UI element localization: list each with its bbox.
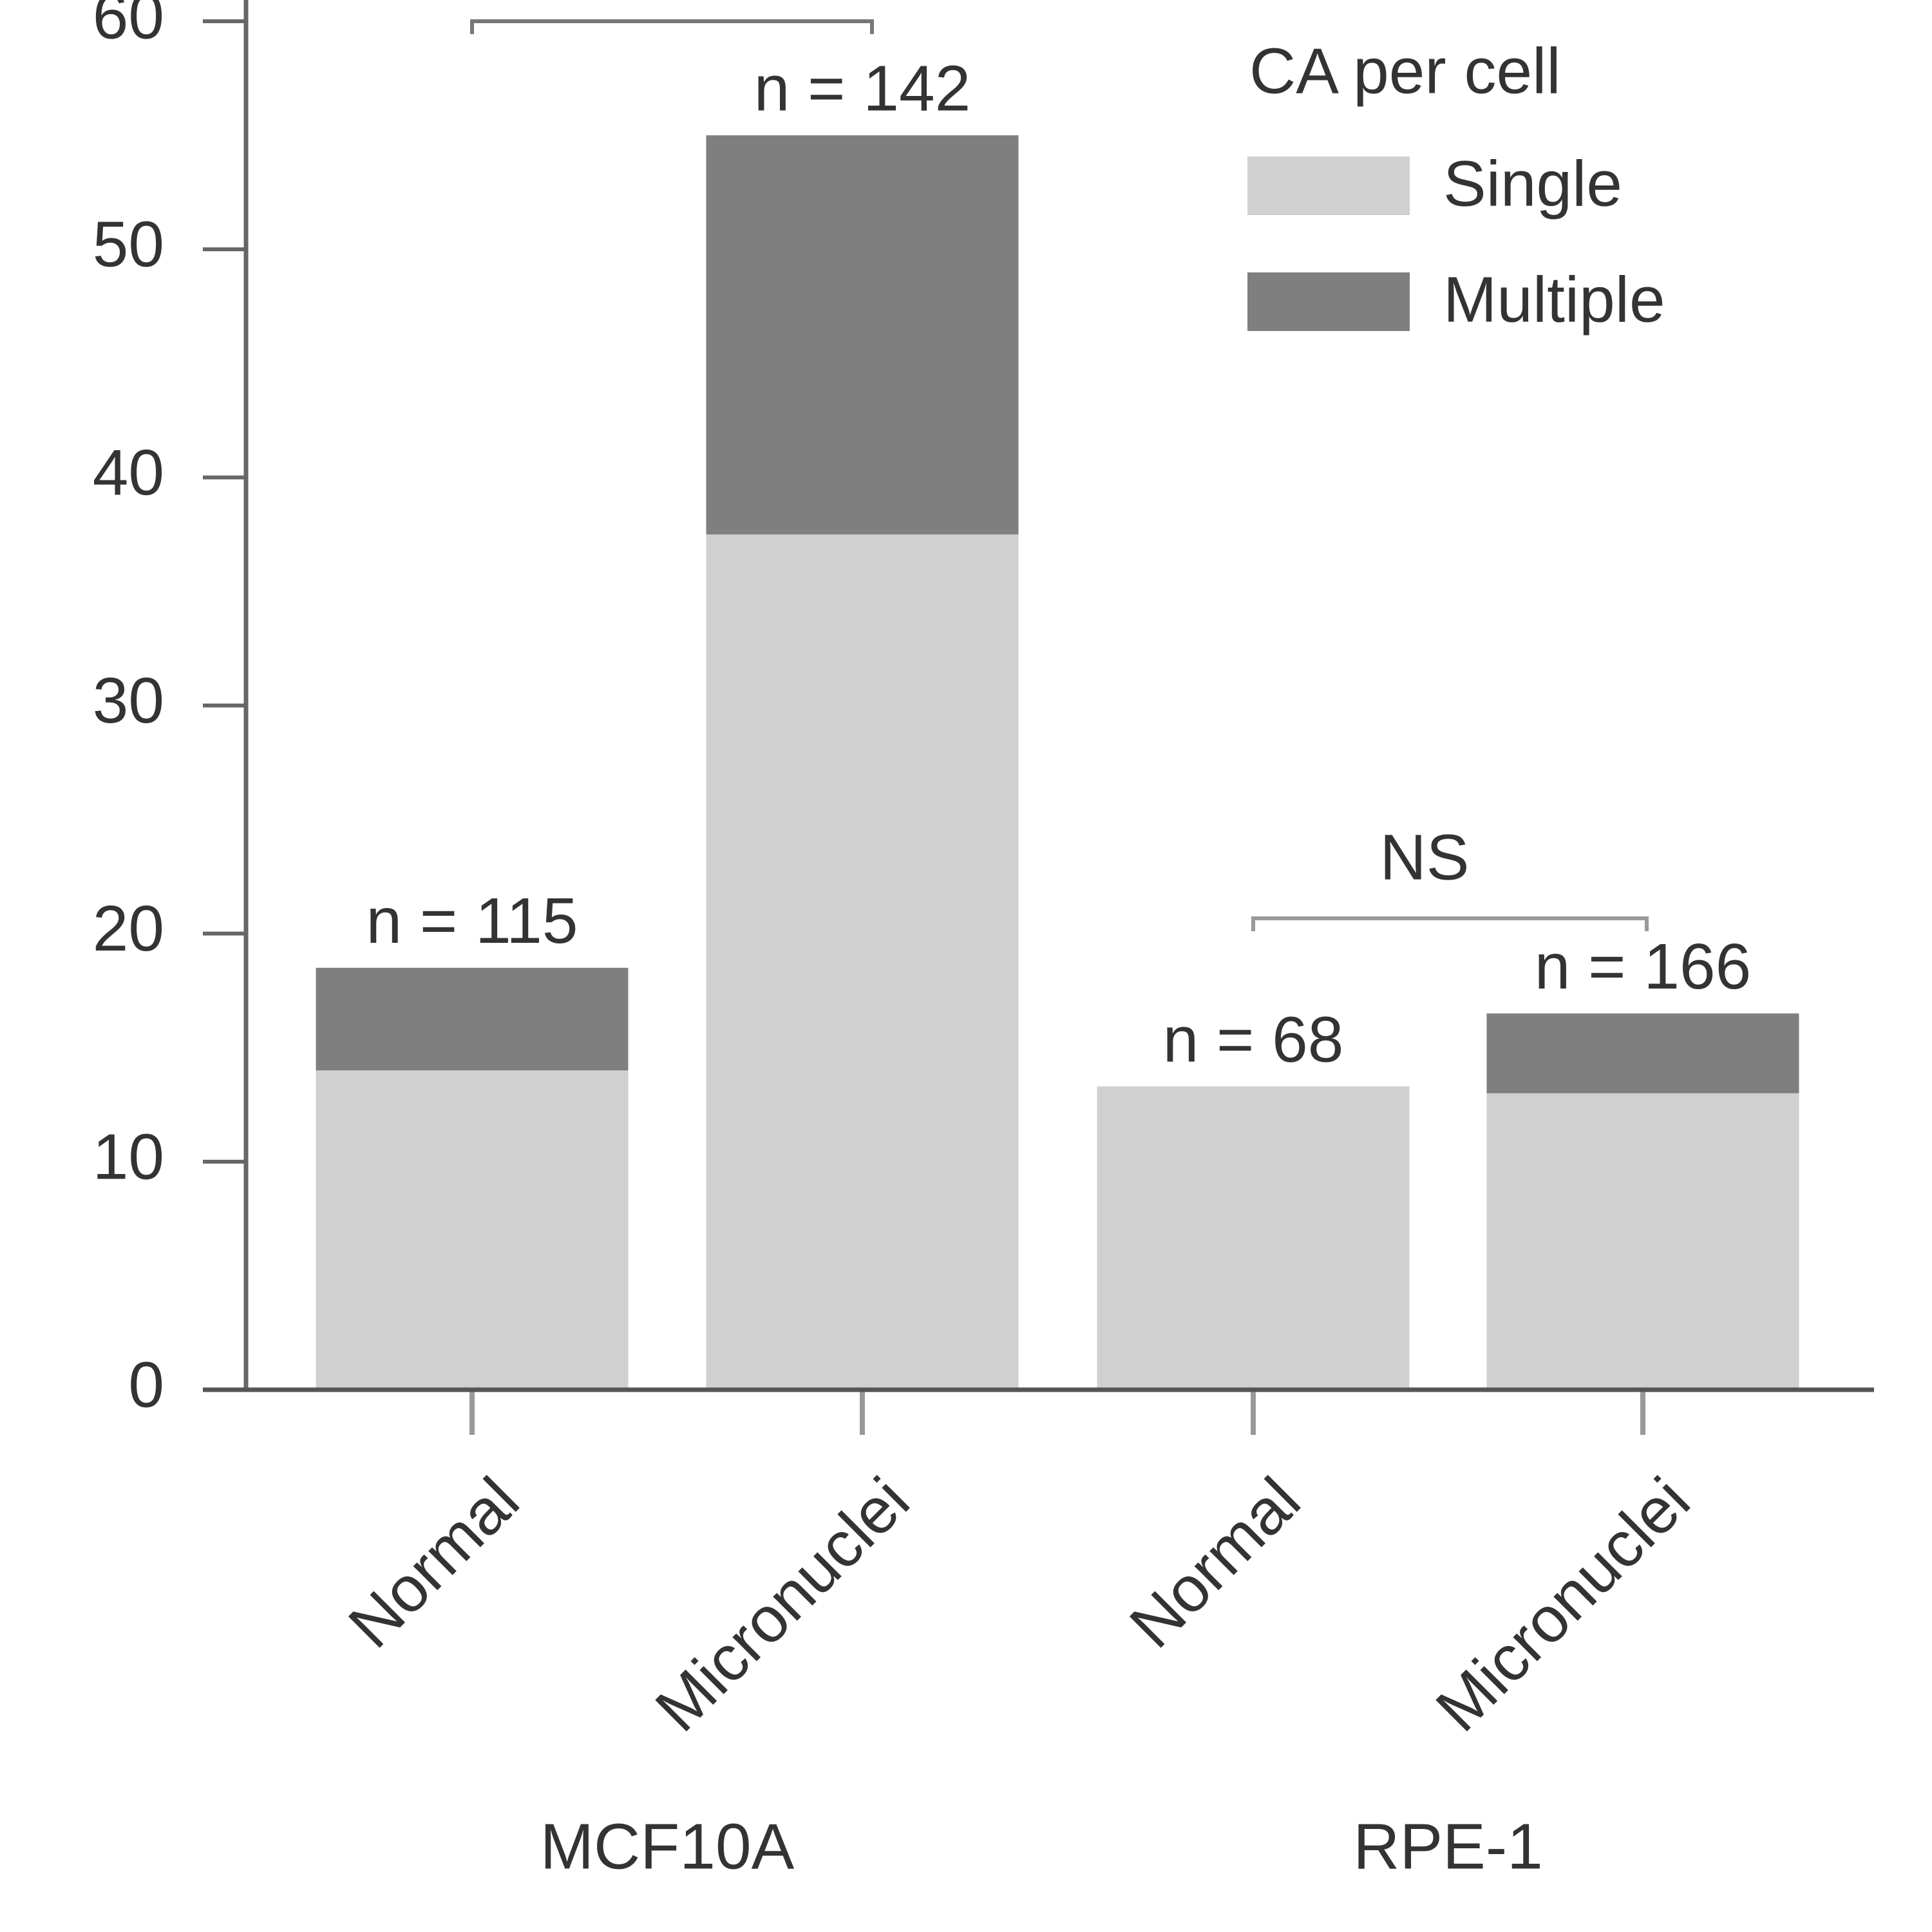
legend-label: Single — [1443, 147, 1622, 220]
y-tick-label: 30 — [93, 665, 164, 737]
bar-label: n = 142 — [754, 53, 971, 125]
bar-segment — [706, 135, 1019, 535]
y-tick-label: 40 — [93, 437, 164, 509]
bar-label: n = 115 — [366, 885, 578, 957]
y-tick-label: 20 — [93, 893, 164, 965]
bar-segment — [1486, 1013, 1799, 1094]
legend-label: Multiple — [1443, 263, 1665, 336]
bar-segment — [706, 534, 1019, 1390]
y-tick-label: 10 — [93, 1121, 164, 1193]
significance-bracket — [1251, 916, 1649, 931]
y-tick-label: 60 — [93, 0, 164, 52]
bar-segment — [316, 1070, 629, 1390]
y-tick-label: 0 — [128, 1349, 164, 1421]
bar-segment — [1097, 1086, 1410, 1390]
bar-label: n = 166 — [1535, 931, 1751, 1003]
significance-label: NS — [1380, 821, 1470, 893]
legend-title: CA per cell — [1249, 35, 1561, 107]
bar-segment — [316, 967, 629, 1071]
x-tick-label: Micronuclei — [641, 1464, 923, 1745]
bar-segment — [1486, 1093, 1799, 1390]
bar-label: n = 68 — [1163, 1003, 1344, 1075]
group-label: MCF10A — [540, 1810, 795, 1882]
legend-swatch — [1247, 156, 1410, 215]
x-tick-label: Normal — [335, 1464, 533, 1662]
legend-swatch — [1247, 272, 1410, 331]
significance-bracket — [470, 19, 874, 34]
x-tick-label: Micronuclei — [1422, 1464, 1703, 1745]
group-label: RPE-1 — [1353, 1810, 1543, 1882]
x-tick-label: Normal — [1116, 1464, 1314, 1662]
y-tick-label: 50 — [93, 209, 164, 281]
